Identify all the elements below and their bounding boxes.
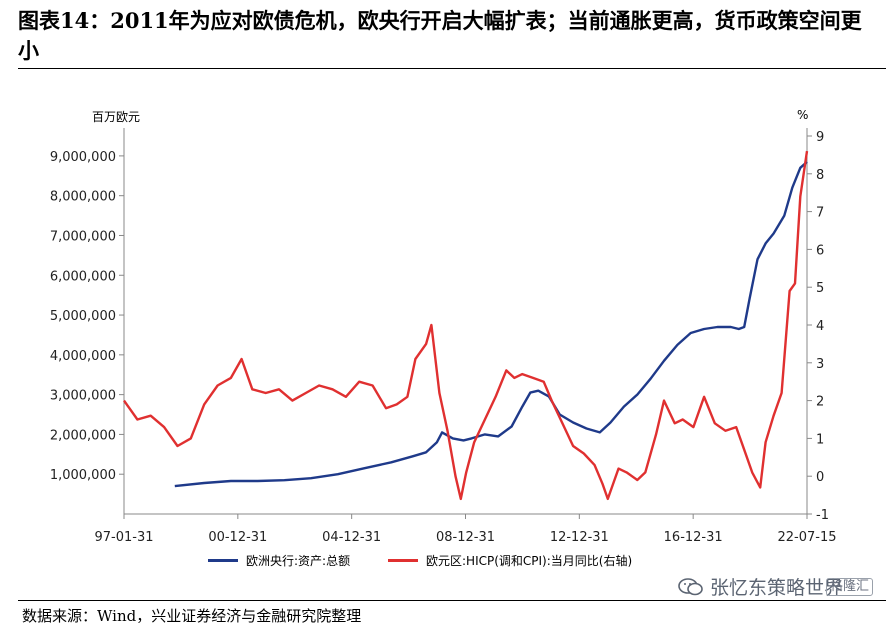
left-tick-label: 4,000,000 (50, 349, 116, 364)
left-tick-label: 6,000,000 (50, 269, 116, 284)
legend-label-assets: 欧洲央行:资产:总额 (246, 554, 351, 568)
right-tick-label: 8 (816, 168, 824, 183)
source-rule (18, 600, 886, 601)
legend-label-hicp: 欧元区:HICP(调和CPI):当月同比(右轴) (426, 554, 633, 568)
legend-swatch-hicp (388, 559, 418, 562)
right-axis-unit: % (797, 108, 809, 122)
left-tick-label: 9,000,000 (50, 150, 116, 165)
x-tick-label: 08-12-31 (436, 530, 495, 545)
chart-title: 图表14：2011年为应对欧债危机，欧央行开启大幅扩表；当前通胀更高，货币政策空… (18, 8, 862, 63)
x-tick-label: 12-12-31 (550, 530, 609, 545)
left-tick-label: 3,000,000 (50, 389, 116, 404)
left-tick-label: 7,000,000 (50, 229, 116, 244)
right-tick-label: 2 (816, 395, 824, 410)
right-tick-label: 4 (816, 319, 824, 334)
left-axis-unit: 百万欧元 (92, 110, 141, 124)
left-tick-label: 1,000,000 (50, 468, 116, 483)
source-note: 数据来源：Wind，兴业证券经济与金融研究院整理 (22, 607, 362, 625)
right-tick-label: 3 (816, 357, 824, 372)
series-line-hicp (123, 150, 809, 501)
left-tick-label: 5,000,000 (50, 309, 116, 324)
wechat-icon (678, 577, 703, 595)
legend-swatch-assets (208, 559, 238, 562)
right-tick-label: 7 (816, 206, 824, 221)
series-line-assets (174, 160, 808, 488)
x-tick-label: 97-01-31 (94, 530, 153, 545)
watermark: 张忆东策略世界 (678, 573, 843, 600)
right-tick-label: 6 (816, 243, 824, 258)
x-tick-label: 22-07-15 (777, 530, 836, 545)
watermark-badge: 格隆汇 (826, 578, 874, 596)
watermark-text: 张忆东策略世界 (710, 577, 844, 599)
legend-item-hicp: 欧元区:HICP(调和CPI):当月同比(右轴) (388, 552, 632, 569)
right-tick-label: 9 (816, 130, 824, 145)
x-tick-label: 16-12-31 (664, 530, 723, 545)
left-tick-label: 8,000,000 (50, 190, 116, 205)
right-tick-label: 5 (816, 281, 824, 296)
right-tick-label: 0 (816, 470, 824, 485)
legend-item-assets: 欧洲央行:资产:总额 (208, 552, 350, 569)
right-tick-label: 1 (816, 432, 824, 447)
x-tick-label: 04-12-31 (322, 530, 381, 545)
right-tick-label: -1 (816, 508, 829, 523)
left-tick-label: 2,000,000 (50, 428, 116, 443)
x-tick-label: 00-12-31 (208, 530, 267, 545)
title-rule (18, 68, 886, 69)
